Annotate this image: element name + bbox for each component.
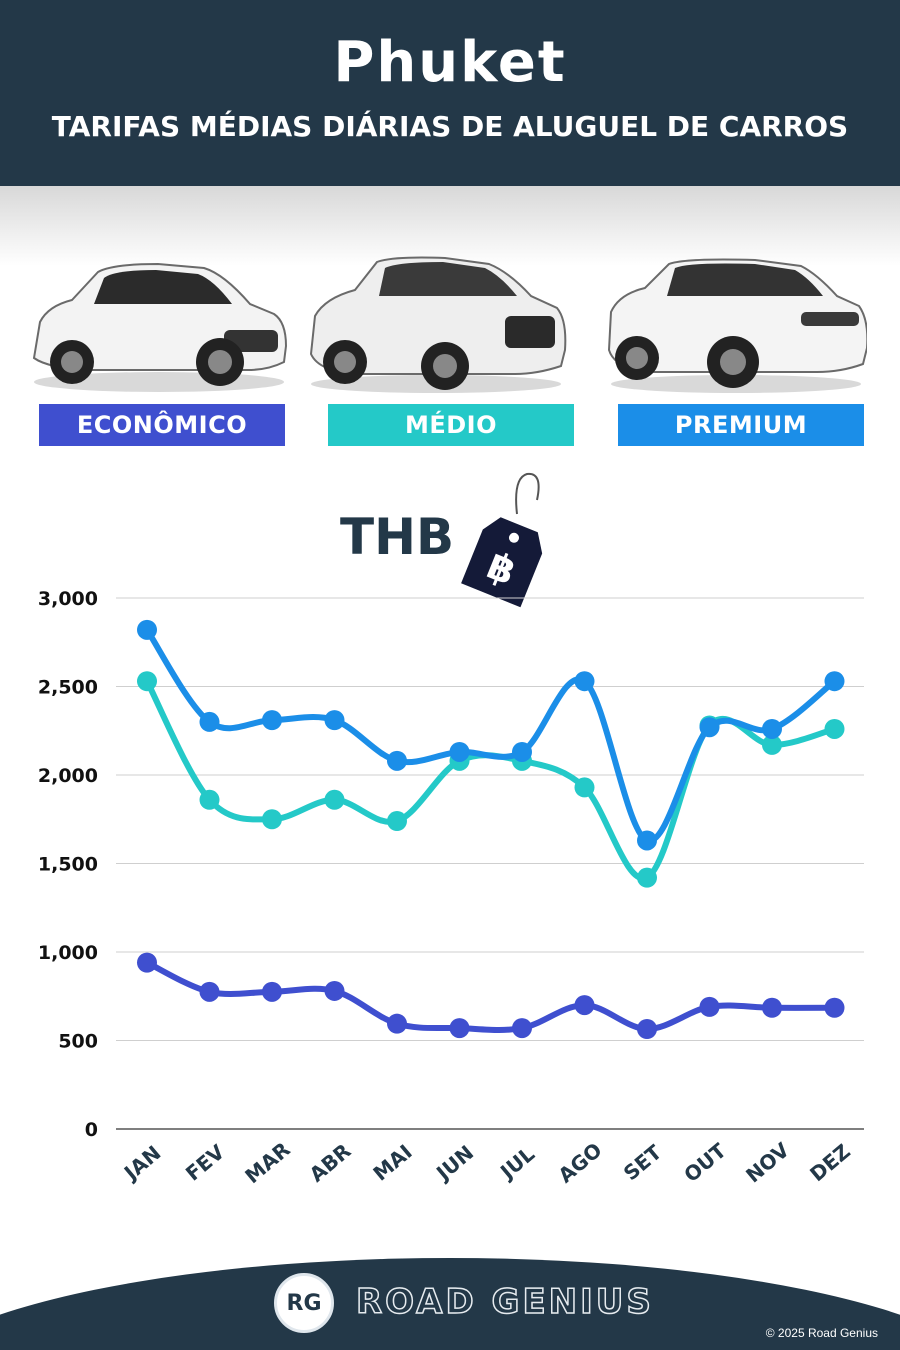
data-point: [324, 980, 345, 1001]
x-tick-label: SET: [619, 1140, 667, 1185]
data-point: [262, 710, 282, 731]
x-tick-label: JUL: [494, 1142, 539, 1185]
x-tick-label: DEZ: [805, 1139, 855, 1186]
data-point: [199, 981, 220, 1002]
header-shadow: [0, 186, 900, 266]
x-tick-label: MAI: [368, 1140, 416, 1186]
data-point: [762, 997, 782, 1018]
series-line: [144, 959, 838, 1033]
logo-initials: RG: [286, 1290, 322, 1316]
page-title: Phuket: [333, 30, 567, 95]
data-point: [199, 789, 220, 810]
data-point: [262, 981, 282, 1002]
category-premium-label: PREMIUM: [618, 404, 864, 446]
data-point: [699, 717, 720, 738]
data-point: [199, 711, 220, 732]
brand-name: ROAD GENIUS: [355, 1281, 654, 1323]
price-tag-icon: ฿: [461, 472, 543, 608]
y-tick-label: 2,000: [38, 765, 98, 787]
y-tick-label: 3,000: [38, 588, 98, 610]
data-point: [762, 734, 782, 755]
data-point: [574, 777, 595, 798]
data-point: [824, 718, 845, 739]
series-line: [144, 626, 838, 844]
currency-label: THB: [340, 508, 455, 566]
road-genius-logo-icon: RG: [274, 1273, 334, 1333]
x-tick-label: MAR: [240, 1137, 294, 1188]
data-point: [824, 997, 845, 1018]
y-tick-label: 0: [85, 1119, 98, 1141]
data-point: [824, 671, 845, 692]
midsize-suv-image: [305, 250, 567, 396]
data-point: [637, 830, 657, 851]
category-economy-label: ECONÔMICO: [39, 404, 285, 446]
economy-car-image: [28, 250, 290, 396]
data-point: [449, 1018, 470, 1039]
series-line: [144, 678, 838, 882]
data-point: [137, 671, 157, 692]
data-point: [512, 1018, 532, 1039]
category-midsize-label: MÉDIO: [328, 404, 574, 446]
data-point: [512, 741, 532, 762]
data-point: [387, 811, 407, 832]
x-tick-label: FEV: [181, 1139, 230, 1185]
y-tick-label: 500: [58, 1031, 98, 1053]
data-point: [637, 1018, 657, 1039]
data-point: [637, 867, 657, 888]
page-subtitle: TARIFAS MÉDIAS DIÁRIAS DE ALUGUEL DE CAR…: [51, 110, 849, 143]
data-point: [137, 619, 157, 640]
x-tick-label: NOV: [741, 1137, 794, 1187]
data-point: [137, 952, 157, 973]
data-point: [574, 995, 595, 1016]
copyright-text: © 2025 Road Genius: [765, 1326, 878, 1340]
x-tick-label: AGO: [554, 1138, 607, 1188]
x-tick-label: ABR: [305, 1139, 356, 1187]
data-point: [699, 996, 720, 1017]
data-point: [387, 1013, 407, 1034]
data-point: [449, 741, 470, 762]
data-point: [324, 710, 345, 731]
header-banner: Phuket TARIFAS MÉDIAS DIÁRIAS DE ALUGUEL…: [0, 0, 900, 186]
premium-suv-image: [605, 250, 869, 396]
data-point: [262, 809, 282, 830]
y-tick-label: 1,000: [38, 942, 98, 964]
x-tick-label: JAN: [118, 1141, 165, 1186]
data-point: [324, 789, 345, 810]
data-point: [574, 671, 595, 692]
x-tick-label: OUT: [679, 1138, 731, 1187]
y-tick-label: 2,500: [38, 677, 98, 699]
data-point: [762, 718, 782, 739]
data-point: [387, 750, 407, 771]
y-tick-label: 1,500: [38, 854, 98, 876]
x-tick-label: JUN: [430, 1140, 478, 1186]
